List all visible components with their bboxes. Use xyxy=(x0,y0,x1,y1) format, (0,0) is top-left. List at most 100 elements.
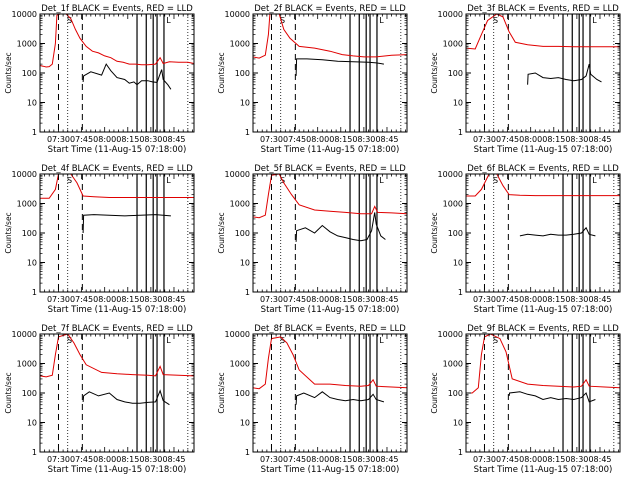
panel-7: Det_7f BLACK = Events, RED = LLD S L 1 10 100… xyxy=(4,324,195,475)
marker-letter-s: S xyxy=(493,16,498,25)
x-tick-label: 08:45 xyxy=(588,135,611,144)
panel-4: Det_4f BLACK = Events, RED = LLD S L 1 10 100… xyxy=(4,164,195,315)
panel-title: Det_6f BLACK = Events, RED = LLD xyxy=(467,164,619,174)
y-tick-label: 10 xyxy=(240,419,250,428)
plot-frame xyxy=(465,173,621,293)
x-tick-label: 08:45 xyxy=(375,295,398,304)
panel-title: Det_1f BLACK = Events, RED = LLD xyxy=(41,4,193,14)
x-axis-label: Start Time (11-Aug-15 07:18:00) xyxy=(474,465,613,475)
x-tick-label: 08:15 xyxy=(116,295,139,304)
y-tick-label: 1 xyxy=(245,128,250,137)
x-tick-label: 08:00 xyxy=(519,455,542,464)
x-tick-label: 08:30 xyxy=(139,455,162,464)
x-tick-label: 08:45 xyxy=(162,295,185,304)
y-tick-label: 1 xyxy=(32,288,37,297)
series-line-events xyxy=(295,212,386,242)
x-tick-label: 08:15 xyxy=(116,455,139,464)
x-tick-label: 08:30 xyxy=(139,295,162,304)
y-tick-label: 100 xyxy=(22,69,37,78)
x-tick-label: 07:45 xyxy=(283,135,306,144)
y-tick-label: 1 xyxy=(458,448,463,457)
marker-letter-s: S xyxy=(67,336,72,345)
x-axis-label: Start Time (11-Aug-15 07:18:00) xyxy=(261,305,400,315)
x-tick-label: 07:45 xyxy=(70,295,93,304)
x-tick-label: 08:30 xyxy=(352,455,375,464)
marker-letter-l: L xyxy=(592,176,597,185)
x-axis-label: Start Time (11-Aug-15 07:18:00) xyxy=(261,465,400,475)
series-line-lld xyxy=(252,173,408,219)
y-tick-label: 10 xyxy=(27,99,37,108)
y-tick-label: 1000 xyxy=(17,200,37,209)
plot-frame xyxy=(252,173,408,293)
series-line-events xyxy=(508,391,596,403)
y-tick-label: 100 xyxy=(235,389,250,398)
x-axis-label: Start Time (11-Aug-15 07:18:00) xyxy=(261,145,400,155)
y-tick-label: 1000 xyxy=(230,200,250,209)
x-tick-label: 08:15 xyxy=(542,295,565,304)
x-tick-label: 07:45 xyxy=(283,295,306,304)
panel-3: Det_3f BLACK = Events, RED = LLD S L 1 10 100… xyxy=(430,4,621,155)
x-tick-label: 08:45 xyxy=(162,135,185,144)
x-tick-label: 07:45 xyxy=(283,455,306,464)
x-tick-label: 08:00 xyxy=(93,295,116,304)
panel-title: Det_3f BLACK = Events, RED = LLD xyxy=(467,4,619,14)
x-tick-label: 08:45 xyxy=(588,455,611,464)
x-tick-label: 08:30 xyxy=(139,135,162,144)
marker-letter-s: S xyxy=(67,176,72,185)
x-tick-label: 07:45 xyxy=(70,455,93,464)
x-tick-label: 08:45 xyxy=(375,135,398,144)
x-tick-label: 08:00 xyxy=(306,295,329,304)
x-tick-label: 07:30 xyxy=(473,455,496,464)
y-axis-label: Counts/sec xyxy=(430,212,439,253)
y-axis-label: Counts/sec xyxy=(217,212,226,253)
series-line-lld xyxy=(252,336,408,390)
x-tick-label: 08:30 xyxy=(565,455,588,464)
panel-title: Det_7f BLACK = Events, RED = LLD xyxy=(41,324,193,334)
y-tick-label: 1000 xyxy=(443,40,463,49)
x-tick-label: 08:15 xyxy=(329,295,352,304)
x-tick-label: 08:00 xyxy=(306,135,329,144)
panel-8: Det_8f BLACK = Events, RED = LLD S L 1 10 100… xyxy=(217,324,408,475)
y-tick-label: 10000 xyxy=(225,10,250,19)
y-axis-label: Counts/sec xyxy=(217,52,226,93)
marker-letter-s: S xyxy=(493,176,498,185)
y-tick-label: 1 xyxy=(458,128,463,137)
x-axis-label: Start Time (11-Aug-15 07:18:00) xyxy=(48,305,187,315)
y-tick-label: 10000 xyxy=(438,170,463,179)
y-tick-label: 100 xyxy=(235,69,250,78)
marker-letter-s: S xyxy=(67,16,72,25)
x-axis-label: Start Time (11-Aug-15 07:18:00) xyxy=(474,305,613,315)
series-line-events xyxy=(295,58,384,76)
x-tick-label: 07:30 xyxy=(47,135,70,144)
y-tick-label: 10000 xyxy=(438,10,463,19)
y-axis-label: Counts/sec xyxy=(430,372,439,413)
x-tick-label: 08:15 xyxy=(329,135,352,144)
y-tick-label: 100 xyxy=(22,229,37,238)
x-tick-label: 07:45 xyxy=(496,455,519,464)
x-tick-label: 07:30 xyxy=(473,135,496,144)
y-tick-label: 10000 xyxy=(12,10,37,19)
y-tick-label: 1 xyxy=(245,448,250,457)
plot-frame xyxy=(39,13,195,133)
y-tick-label: 1000 xyxy=(17,360,37,369)
x-tick-label: 08:30 xyxy=(352,295,375,304)
y-axis-label: Counts/sec xyxy=(4,212,13,253)
y-tick-label: 1 xyxy=(32,128,37,137)
plot-frame xyxy=(252,13,408,133)
x-tick-label: 07:45 xyxy=(496,295,519,304)
series-line-events xyxy=(519,226,596,237)
y-tick-label: 1000 xyxy=(443,200,463,209)
x-tick-label: 08:00 xyxy=(519,135,542,144)
x-tick-label: 08:30 xyxy=(352,135,375,144)
marker-letter-l: L xyxy=(379,176,384,185)
y-tick-label: 10 xyxy=(27,419,37,428)
panel-title: Det_8f BLACK = Events, RED = LLD xyxy=(254,324,406,334)
y-axis-label: Counts/sec xyxy=(4,52,13,93)
y-tick-label: 1000 xyxy=(443,360,463,369)
x-tick-label: 07:45 xyxy=(496,135,519,144)
y-tick-label: 10000 xyxy=(12,170,37,179)
x-tick-label: 08:15 xyxy=(116,135,139,144)
series-line-lld xyxy=(465,13,620,50)
y-tick-label: 10 xyxy=(453,419,463,428)
